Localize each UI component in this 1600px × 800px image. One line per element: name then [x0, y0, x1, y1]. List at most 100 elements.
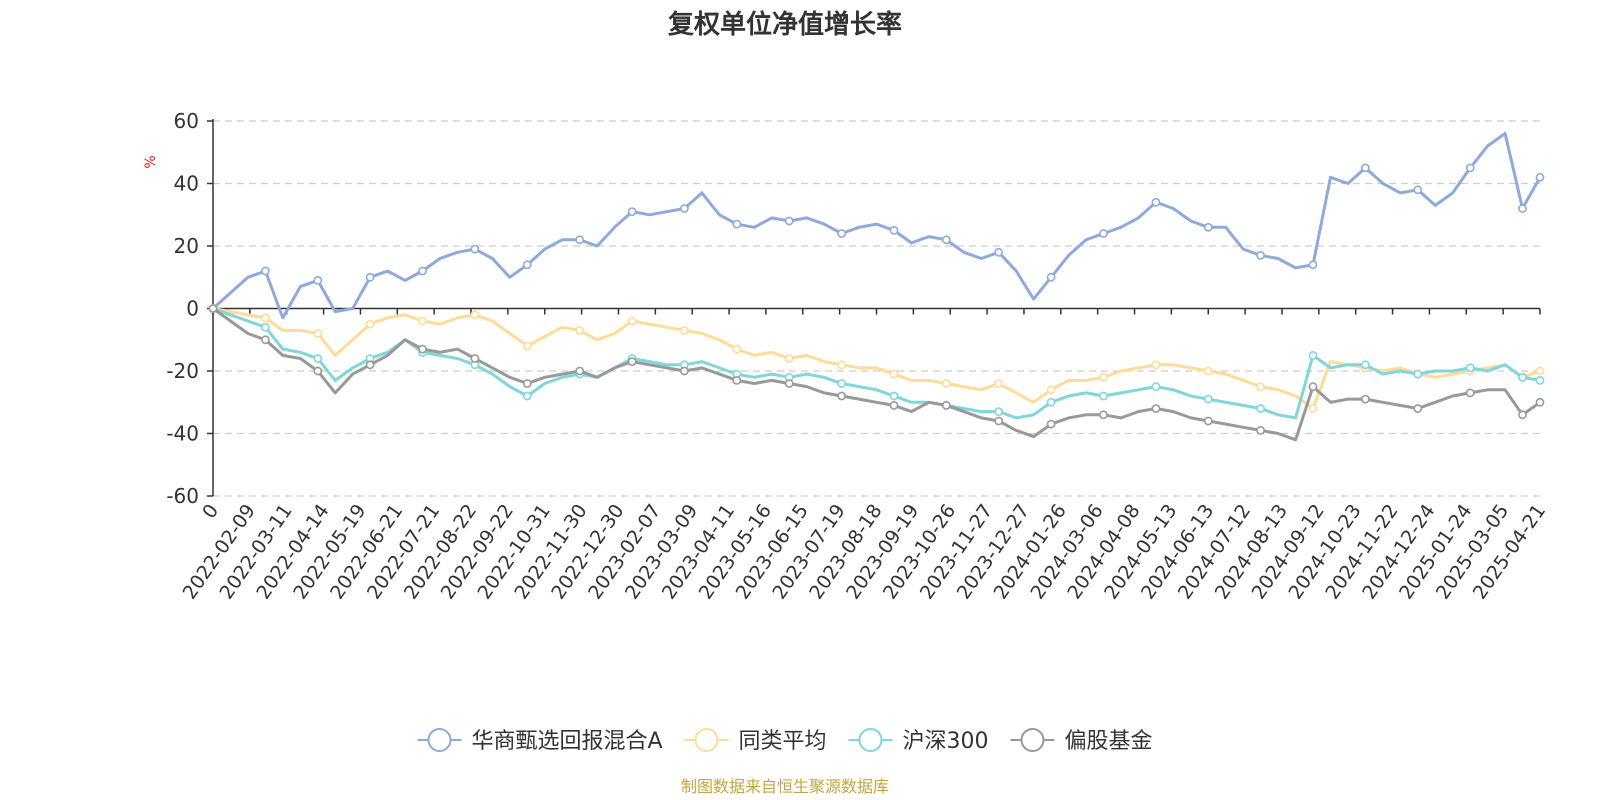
- data-point[interactable]: [680, 204, 689, 213]
- data-point[interactable]: [313, 354, 323, 363]
- data-point[interactable]: [1308, 260, 1318, 270]
- data-point[interactable]: [313, 275, 323, 285]
- data-point[interactable]: [889, 225, 899, 235]
- data-point[interactable]: [680, 325, 689, 335]
- legend-item[interactable]: 沪深300: [848, 728, 989, 754]
- data-point[interactable]: [365, 360, 375, 370]
- data-point[interactable]: [1151, 197, 1161, 207]
- data-point[interactable]: [1361, 163, 1370, 173]
- data-point[interactable]: [784, 354, 794, 363]
- data-point[interactable]: [1518, 372, 1527, 382]
- series-line: [211, 307, 1542, 410]
- data-point[interactable]: [418, 316, 427, 326]
- legend-item[interactable]: 华商甄选回报混合A: [417, 728, 663, 754]
- data-point[interactable]: [418, 266, 427, 276]
- x-tick-label: 0: [198, 500, 223, 523]
- data-point[interactable]: [522, 391, 532, 401]
- data-point[interactable]: [1046, 385, 1056, 395]
- data-point[interactable]: [470, 310, 480, 320]
- data-point[interactable]: [1046, 397, 1056, 407]
- data-point[interactable]: [837, 379, 846, 388]
- data-point[interactable]: [1099, 372, 1108, 382]
- data-point[interactable]: [1099, 391, 1108, 401]
- data-point[interactable]: [1256, 250, 1265, 260]
- data-point[interactable]: [627, 207, 637, 216]
- data-point[interactable]: [784, 379, 794, 388]
- data-point[interactable]: [1256, 404, 1265, 413]
- data-point[interactable]: [1099, 410, 1108, 420]
- data-point[interactable]: [941, 379, 951, 388]
- data-point[interactable]: [470, 244, 480, 254]
- data-point[interactable]: [994, 407, 1004, 416]
- data-point[interactable]: [941, 400, 951, 410]
- data-point[interactable]: [1465, 363, 1475, 373]
- data-point[interactable]: [837, 229, 846, 238]
- data-point[interactable]: [1535, 397, 1545, 407]
- data-point[interactable]: [627, 316, 637, 326]
- data-point[interactable]: [1361, 360, 1370, 370]
- data-point[interactable]: [627, 357, 637, 366]
- data-point[interactable]: [732, 219, 742, 229]
- data-point[interactable]: [837, 391, 846, 401]
- data-point[interactable]: [1203, 416, 1213, 426]
- data-point[interactable]: [522, 341, 532, 351]
- data-point[interactable]: [522, 260, 532, 270]
- data-point[interactable]: [994, 416, 1004, 426]
- data-point[interactable]: [1413, 404, 1423, 413]
- data-point[interactable]: [1465, 388, 1475, 398]
- data-point[interactable]: [1151, 404, 1161, 413]
- data-point[interactable]: [470, 354, 480, 363]
- data-point[interactable]: [418, 344, 427, 354]
- data-point[interactable]: [1535, 172, 1545, 182]
- data-point[interactable]: [1203, 394, 1213, 404]
- data-point[interactable]: [1151, 382, 1161, 391]
- data-point[interactable]: [1518, 204, 1527, 213]
- data-point[interactable]: [941, 235, 951, 245]
- data-point[interactable]: [1535, 366, 1545, 376]
- data-point[interactable]: [1308, 382, 1318, 391]
- data-point[interactable]: [575, 366, 585, 376]
- data-point[interactable]: [1518, 410, 1527, 420]
- data-point[interactable]: [1046, 272, 1056, 282]
- legend[interactable]: 华商甄选回报混合A 同类平均 沪深300 偏股基金: [417, 728, 1153, 754]
- data-point[interactable]: [260, 322, 270, 332]
- data-point[interactable]: [1413, 369, 1423, 379]
- data-point[interactable]: [994, 379, 1004, 388]
- data-point[interactable]: [889, 369, 899, 379]
- data-point[interactable]: [889, 400, 899, 410]
- data-point[interactable]: [1256, 382, 1265, 391]
- data-point[interactable]: [1203, 366, 1213, 376]
- data-point[interactable]: [1256, 425, 1265, 435]
- data-point[interactable]: [680, 366, 689, 376]
- data-point[interactable]: [208, 304, 218, 313]
- data-point[interactable]: [1151, 360, 1161, 370]
- data-point[interactable]: [837, 360, 846, 370]
- data-point[interactable]: [1308, 404, 1318, 413]
- data-point[interactable]: [784, 216, 794, 226]
- data-point[interactable]: [1046, 419, 1056, 429]
- data-point[interactable]: [1465, 163, 1475, 173]
- data-point[interactable]: [1308, 350, 1318, 360]
- data-point[interactable]: [522, 379, 532, 388]
- data-point[interactable]: [732, 375, 742, 385]
- data-point[interactable]: [260, 313, 270, 323]
- data-point[interactable]: [732, 344, 742, 354]
- data-point[interactable]: [260, 266, 270, 276]
- data-point[interactable]: [313, 366, 323, 376]
- legend-item[interactable]: 同类平均: [684, 728, 827, 754]
- series-0: [208, 132, 1545, 320]
- data-point[interactable]: [1203, 222, 1213, 232]
- data-point[interactable]: [365, 319, 375, 329]
- data-point[interactable]: [1361, 394, 1370, 404]
- data-point[interactable]: [313, 329, 323, 338]
- data-point[interactable]: [1535, 375, 1545, 385]
- data-point[interactable]: [365, 272, 375, 282]
- data-point[interactable]: [1099, 229, 1108, 238]
- data-point[interactable]: [575, 235, 585, 245]
- data-point[interactable]: [1413, 185, 1423, 195]
- data-point[interactable]: [889, 391, 899, 401]
- data-point[interactable]: [260, 335, 270, 345]
- data-point[interactable]: [575, 325, 585, 335]
- legend-item[interactable]: 偏股基金: [1010, 728, 1153, 754]
- data-point[interactable]: [994, 247, 1004, 257]
